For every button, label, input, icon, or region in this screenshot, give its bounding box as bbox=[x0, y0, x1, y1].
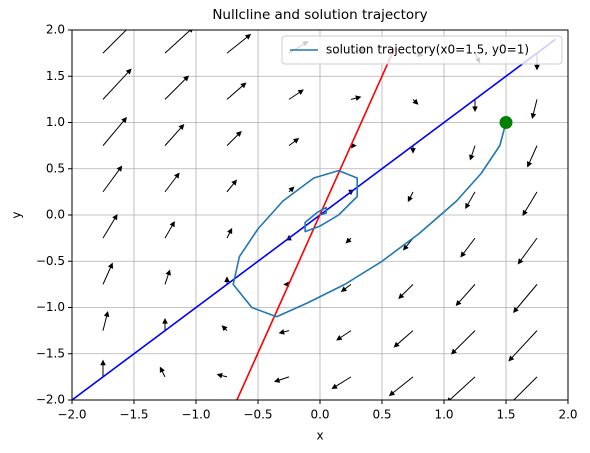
quiver-arrow bbox=[226, 82, 247, 100]
quiver-arrow bbox=[388, 376, 414, 397]
quiver-arrow bbox=[102, 214, 118, 239]
quiver-arrow bbox=[278, 329, 290, 335]
x-tick-label: 0.0 bbox=[310, 408, 329, 422]
x-tick-label: −2.0 bbox=[57, 408, 86, 422]
quiver-arrow bbox=[513, 284, 538, 313]
quiver-arrow bbox=[216, 372, 228, 379]
nullcline bbox=[236, 48, 396, 400]
quiver-arrow bbox=[393, 330, 414, 348]
legend-label: solution trajectory(x0=1.5, y0=1) bbox=[326, 43, 529, 57]
quiver-arrow bbox=[331, 376, 352, 390]
quiver-arrow bbox=[345, 237, 352, 244]
quiver-arrow bbox=[508, 330, 538, 362]
quiver-arrow bbox=[100, 359, 106, 377]
nullcline bbox=[72, 38, 557, 400]
quiver-arrow bbox=[407, 191, 414, 203]
quiver-arrow bbox=[226, 179, 238, 193]
y-tick-label: 0.5 bbox=[46, 161, 65, 175]
legend-box bbox=[281, 35, 563, 65]
trajectory bbox=[232, 122, 507, 318]
quiver-arrow bbox=[224, 276, 230, 285]
x-tick-label: 1.0 bbox=[434, 408, 453, 422]
quiver-arrow bbox=[288, 89, 304, 100]
chart-title: Nullcline and solution trajectory bbox=[212, 7, 427, 23]
quiver-arrow bbox=[465, 191, 476, 210]
quiver-arrow bbox=[288, 138, 300, 147]
axes-frame bbox=[71, 29, 569, 401]
quiver-arrow bbox=[226, 33, 252, 54]
y-axis-label: y bbox=[10, 211, 24, 218]
quiver-arrow bbox=[102, 30, 127, 54]
y-tick-label: −2.0 bbox=[36, 393, 65, 407]
quiver-arrow bbox=[398, 284, 414, 300]
quiver-arrow bbox=[530, 99, 538, 119]
quiver-arrow bbox=[522, 191, 538, 216]
quiver-arrow bbox=[102, 262, 114, 285]
quiver-arrow bbox=[164, 269, 171, 285]
quiver-arrow bbox=[221, 325, 228, 332]
quiver-arrow bbox=[164, 220, 175, 239]
quiver-arrow bbox=[526, 145, 538, 168]
quiver-arrow bbox=[450, 330, 476, 355]
quiver-arrow bbox=[226, 130, 242, 146]
quiver-arrow bbox=[102, 117, 127, 146]
quiver-arrow bbox=[164, 75, 190, 100]
quiver-arrow bbox=[164, 30, 193, 54]
quiver-arrow bbox=[102, 68, 132, 100]
quiver-arrow bbox=[336, 330, 352, 341]
quiver-arrow bbox=[460, 237, 476, 258]
quiver-arrow bbox=[517, 237, 538, 265]
quiver-arrow bbox=[340, 283, 352, 292]
y-tick-label: 1.5 bbox=[46, 69, 65, 83]
y-tick-label: −1.0 bbox=[36, 300, 65, 314]
quiver-arrow bbox=[273, 376, 290, 383]
start-point bbox=[499, 116, 513, 129]
y-tick-label: 0.0 bbox=[46, 208, 65, 222]
y-tick-label: 2.0 bbox=[46, 23, 65, 37]
quiver-arrow bbox=[102, 165, 123, 193]
x-tick-label: −0.5 bbox=[243, 408, 272, 422]
x-tick-label: 0.5 bbox=[372, 408, 391, 422]
quiver-arrow bbox=[472, 99, 478, 113]
quiver-arrow bbox=[455, 284, 476, 307]
quiver-arrow bbox=[159, 366, 166, 378]
quiver-arrow bbox=[513, 376, 538, 400]
x-tick-label: −1.5 bbox=[119, 408, 148, 422]
quiver-arrow bbox=[350, 95, 362, 101]
x-tick-label: 2.0 bbox=[558, 408, 577, 422]
y-tick-label: 1.0 bbox=[46, 115, 65, 129]
quiver-arrow bbox=[162, 317, 168, 331]
x-tick-label: 1.5 bbox=[496, 408, 515, 422]
x-axis-label: x bbox=[316, 429, 323, 443]
quiver-arrow bbox=[226, 227, 233, 239]
quiver-arrow bbox=[412, 98, 419, 105]
quiver-arrow bbox=[102, 311, 110, 331]
y-tick-label: −0.5 bbox=[36, 254, 65, 268]
y-tick-label: −1.5 bbox=[36, 346, 65, 360]
quiver-arrow bbox=[164, 123, 185, 146]
quiver-arrow bbox=[469, 145, 476, 161]
quiver-arrow bbox=[164, 172, 180, 193]
quiver-arrow bbox=[410, 145, 416, 154]
quiver-arrow bbox=[288, 186, 295, 193]
quiver-arrow bbox=[447, 376, 476, 400]
x-tick-label: −1.0 bbox=[181, 408, 210, 422]
